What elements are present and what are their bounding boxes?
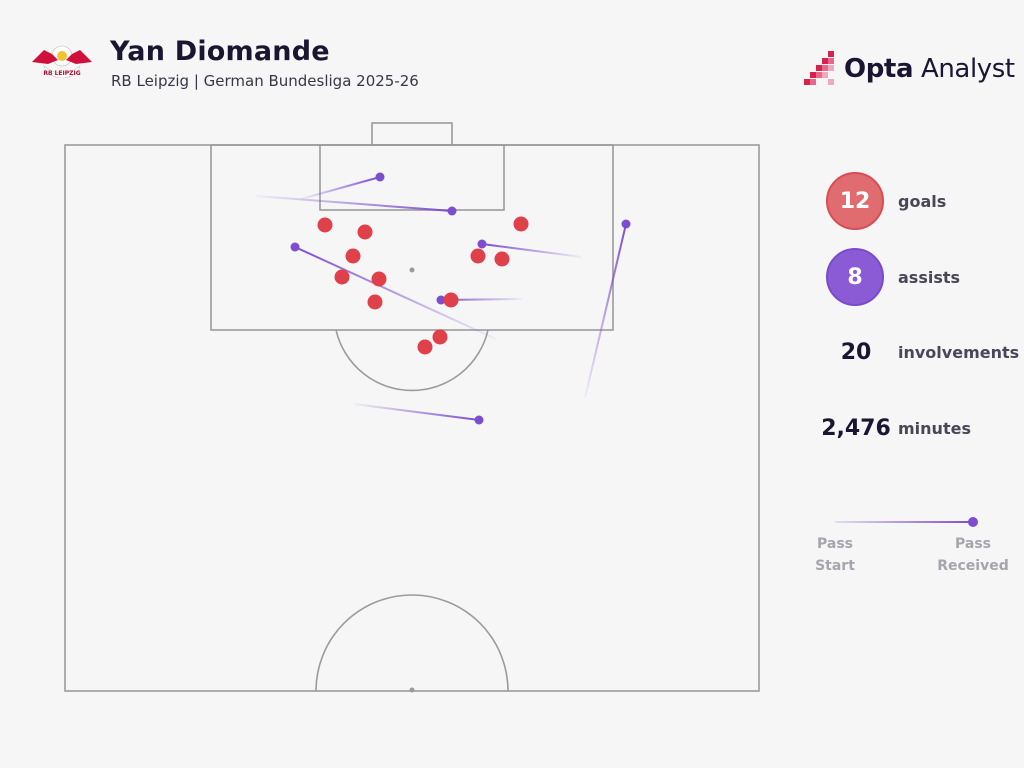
goal-shot-dot [334,269,350,285]
page-title: Yan Diomande [110,36,330,67]
assists-value: 8 [826,248,884,306]
pass-received-dot [477,239,487,249]
opta-analyst-logo: Opta Analyst [798,48,1015,90]
opta-analyst-logo-icon [804,51,834,85]
pass-received-dot [290,242,300,252]
goal-shot-dot [371,271,387,287]
assists-label: assists [898,267,961,287]
assist-pass-line [255,195,453,212]
legend-start-line2: Start [815,558,855,574]
pass-received-dot [375,172,385,182]
assist-pass-line [353,403,480,421]
goal-shot-dot [470,248,486,264]
assist-pass-line [481,243,583,258]
involvements-label: involvements [898,343,1020,362]
goals-label: goals [898,191,947,211]
goal-shot-dot [494,251,510,267]
pass-received-dot [621,219,631,229]
brand-name-bold: Opta [844,54,914,84]
assists-stat: 8 assists [826,248,960,306]
penalty-spot [409,267,415,273]
goal-shot-dot [345,248,361,264]
minutes-stat: 2,476 minutes [820,416,971,441]
goal [371,122,453,146]
legend-pass-received-dot [968,517,978,527]
page-subtitle: RB Leipzig | German Bundesliga 2025-26 [111,72,419,90]
rb-leipzig-crest-icon: RB LEIPZIG [32,45,92,79]
legend-end-line2: Received [937,558,1009,574]
center-circle [315,594,509,692]
penalty-area [210,144,614,331]
goal-shot-dot [367,294,383,310]
goal-shot-dot [317,217,333,233]
pass-received-dot [447,206,457,216]
involvements-value: 20 [840,340,872,365]
six-yard-box [319,144,505,211]
goal-shot-dot [432,329,448,345]
goal-shot-dot [513,216,529,232]
assist-pass-line [584,223,627,399]
assist-pass-line [294,246,497,340]
pass-legend [835,517,978,527]
center-spot [409,687,415,693]
goal-shots [317,216,529,355]
brand-name-light: Analyst [913,54,1015,84]
legend-end-line1: Pass [955,536,991,552]
minutes-value: 2,476 [821,416,891,441]
penalty-arc [335,329,489,392]
minutes-label: minutes [898,419,971,438]
pass-received-dot [436,295,446,305]
pitch-outline [64,144,760,692]
goal-shot-dot [443,292,459,308]
assist-passes [255,172,631,425]
goals-value: 12 [826,172,884,230]
assist-pass-line [300,176,381,200]
pass-received-dot [474,415,484,425]
legend-pass-received: Pass Received [933,533,1013,577]
goal-shot-dot [417,339,433,355]
goal-shot-dot [357,224,373,240]
involvements-stat: 20 involvements [820,340,1019,365]
legend-start-line1: Pass [817,536,853,552]
legend-pass-start: Pass Start [805,533,865,577]
brand-name: Opta Analyst [844,54,1015,84]
goals-stat: 12 goals [826,172,946,230]
club-logo-text: RB LEIPZIG [43,70,80,77]
